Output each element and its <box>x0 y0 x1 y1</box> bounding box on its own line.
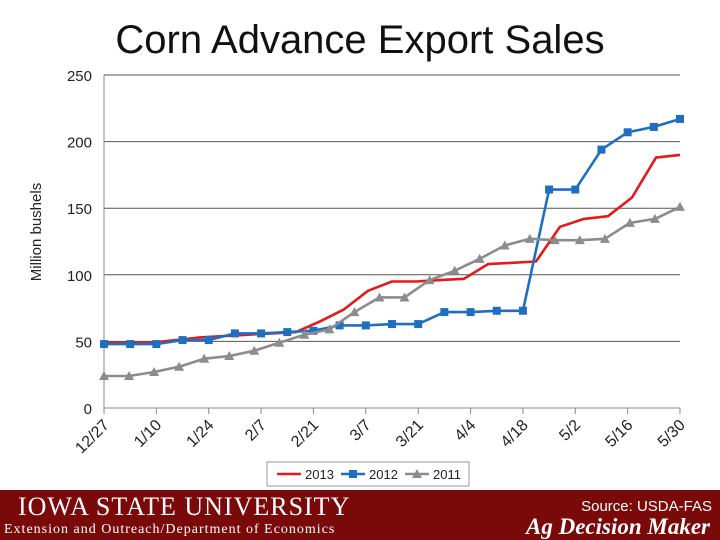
data-point-2012 <box>466 308 475 317</box>
data-point-2012 <box>152 340 161 349</box>
data-point-2011 <box>349 307 360 317</box>
data-point-2012 <box>440 308 449 317</box>
data-point-2011 <box>274 337 285 347</box>
data-point-2012 <box>597 145 606 154</box>
data-point-2012 <box>623 128 632 137</box>
data-point-2011 <box>649 213 660 223</box>
data-point-2012 <box>649 122 658 131</box>
data-point-2012 <box>492 306 501 315</box>
data-point-2011 <box>449 265 460 275</box>
series-line-2011 <box>104 205 681 378</box>
series-line-2013 <box>104 153 681 345</box>
x-tick-label: 2/21 <box>288 417 322 451</box>
x-tick-label: 3/7 <box>347 417 375 445</box>
data-point-2012 <box>414 320 423 329</box>
data-point-2011 <box>524 233 535 243</box>
x-tick-label: 12/27 <box>72 417 112 457</box>
x-tick-label: 3/21 <box>393 417 427 451</box>
legend-marker-2011 <box>412 469 422 478</box>
y-tick-label: 250 <box>67 68 92 85</box>
legend-marker-2012 <box>349 470 357 478</box>
data-point-2012 <box>126 340 135 349</box>
y-tick-label: 0 <box>84 401 92 418</box>
legend-label-2012: 2012 <box>369 467 398 482</box>
x-tick-label: 4/18 <box>498 417 532 451</box>
data-point-2011 <box>599 233 610 243</box>
chart-title: Corn Advance Export Sales <box>115 18 605 62</box>
university-wordmark: IOWA STATE UNIVERSITY <box>18 492 351 521</box>
y-axis-label: Million bushels <box>28 183 45 281</box>
brand-wordmark: Ag Decision Maker <box>526 514 710 539</box>
data-point-2011 <box>499 240 510 250</box>
data-point-2011 <box>549 235 560 245</box>
data-point-2011 <box>249 345 260 355</box>
x-tick-label: 5/30 <box>655 417 689 451</box>
data-point-2011 <box>474 253 485 263</box>
data-point-2012 <box>204 336 213 345</box>
data-point-2012 <box>230 329 239 338</box>
data-point-2011 <box>374 292 385 302</box>
legend-label-2011: 2011 <box>433 467 461 482</box>
footer-banner: IOWA STATE UNIVERSITY Extension and Outr… <box>0 490 720 540</box>
y-tick-label: 50 <box>75 334 92 351</box>
data-point-2011 <box>99 371 109 381</box>
x-tick-label: 2/7 <box>242 417 270 445</box>
data-point-2011 <box>224 351 235 361</box>
data-point-2011 <box>424 275 435 285</box>
data-point-2012 <box>518 306 527 315</box>
y-tick-label: 200 <box>67 135 92 152</box>
x-tick-label: 5/16 <box>602 417 636 451</box>
data-point-2011 <box>324 324 335 334</box>
department-label: Extension and Outreach/Department of Eco… <box>4 522 336 537</box>
series-line-2012 <box>104 117 681 346</box>
data-point-2011 <box>199 353 210 363</box>
data-point-2012 <box>257 329 266 338</box>
data-point-2012 <box>571 185 580 194</box>
data-point-2011 <box>174 361 185 371</box>
data-point-2011 <box>675 201 685 211</box>
data-point-2011 <box>624 217 635 227</box>
data-point-2012 <box>545 185 554 194</box>
data-point-2012 <box>100 340 108 349</box>
data-point-2011 <box>299 329 310 339</box>
data-point-2012 <box>283 328 292 337</box>
data-point-2011 <box>149 367 160 377</box>
data-point-2012 <box>335 321 344 330</box>
x-tick-label: 5/2 <box>556 417 584 445</box>
legend-label-2013: 2013 <box>305 467 334 482</box>
x-tick-label: 1/10 <box>131 417 165 451</box>
data-point-2012 <box>388 320 396 329</box>
x-tick-label: 1/24 <box>184 417 218 451</box>
data-point-2011 <box>574 235 585 245</box>
y-tick-label: 100 <box>67 268 92 285</box>
y-tick-label: 150 <box>67 201 92 218</box>
source-label: Source: USDA-FAS <box>581 498 712 515</box>
data-point-2012 <box>178 336 187 345</box>
data-point-2012 <box>309 326 318 335</box>
data-point-2011 <box>399 292 410 302</box>
data-point-2011 <box>124 371 135 381</box>
data-point-2012 <box>676 114 684 123</box>
x-tick-label: 4/4 <box>452 417 480 445</box>
line-chart: 0 50 100 150 200 250 Million bushels 12/27 1/10 1… <box>28 68 689 487</box>
data-point-2012 <box>361 321 370 330</box>
